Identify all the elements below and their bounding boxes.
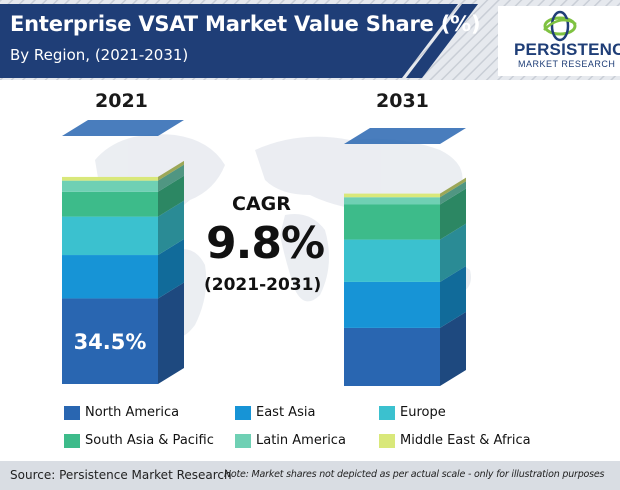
chart-subtitle: By Region, (2021-2031): [10, 46, 189, 64]
bar-front-face: [344, 327, 440, 386]
bar-side-face: [158, 200, 184, 256]
chart-title: Enterprise VSAT Market Value Share (%): [10, 12, 481, 36]
bar-side-face: [440, 181, 466, 205]
bar-front-face: [62, 191, 158, 217]
cagr-label: CAGR: [232, 193, 291, 215]
legend-swatch: [379, 406, 395, 420]
header-title-panel: [0, 4, 458, 78]
bar-side-face: [440, 223, 466, 282]
bar-2031-north-america: [344, 311, 466, 386]
legend-swatch: [64, 406, 80, 420]
legend-label: Europe: [400, 405, 446, 420]
bar-side-face: [440, 177, 466, 198]
bar-side-face: [440, 188, 466, 240]
bar-front-face: [62, 298, 158, 384]
source-text: Source: Persistence Market Research: [10, 468, 232, 482]
legend-label: East Asia: [256, 405, 316, 420]
header-banner: [0, 0, 620, 80]
bar-2021-middle-east-africa: [62, 160, 184, 181]
bar-top-face-2031: [344, 128, 466, 144]
bar-2021-north-america: [62, 282, 184, 384]
footer-bar: Source: Persistence Market Research Note…: [0, 461, 620, 490]
logo-tagline: MARKET RESEARCH: [518, 59, 616, 69]
cagr-value: 9.8%: [206, 218, 325, 269]
legend-label: North America: [85, 405, 180, 420]
bar-side-face: [158, 239, 184, 299]
bar-front-face: [62, 216, 158, 256]
bar-2021-latin-america: [62, 164, 184, 192]
bar-2031-latin-america: [344, 181, 466, 205]
legend-swatch: [379, 434, 395, 448]
bar-front-face: [62, 176, 158, 181]
bar-2021-south-asia-pacific: [62, 175, 184, 217]
legend-label: Middle East & Africa: [400, 433, 531, 448]
bar-front-face: [344, 193, 440, 198]
bar-side-face: [158, 164, 184, 192]
logo-name: PERSISTENCE: [514, 40, 620, 59]
stacked-bar-chart: 34.5%: [62, 120, 471, 386]
bar-side-face: [158, 282, 184, 384]
bar-front-face: [62, 180, 158, 192]
bar-front-face: [344, 204, 440, 240]
bar-front-face: [344, 281, 440, 328]
bar-side-face: [440, 265, 466, 328]
bar-2031-europe: [344, 223, 466, 282]
bar-2021-east-asia: [62, 239, 184, 299]
legend-swatch: [64, 434, 80, 448]
bar-front-face: [62, 255, 158, 299]
legend-label: Latin America: [256, 433, 346, 448]
bar-side-face: [158, 160, 184, 181]
bar-2021-europe: [62, 200, 184, 256]
note-text: Note: Market shares not depicted as per …: [224, 469, 605, 480]
logo-globe-icon: [543, 10, 577, 42]
cagr-period: (2021-2031): [204, 275, 322, 295]
bar-2031-middle-east-africa: [344, 177, 466, 198]
legend-label: South Asia & Pacific: [85, 433, 214, 448]
bar-2031-east-asia: [344, 265, 466, 328]
bar-side-face: [440, 311, 466, 386]
bar-front-face: [344, 197, 440, 205]
legend-swatch: [235, 406, 251, 420]
year-label-2021: 2021: [95, 90, 148, 112]
bar-top-face-2021: [62, 120, 184, 136]
bar-2031-south-asia-pacific: [344, 188, 466, 240]
bar-side-face: [158, 175, 184, 217]
bars-layer: 34.5%: [62, 120, 466, 386]
bar-front-face: [344, 239, 440, 282]
data-label-2021: 34.5%: [74, 330, 147, 354]
header-accent-bar: [406, 4, 478, 78]
legend-swatch: [235, 434, 251, 448]
year-label-2031: 2031: [376, 90, 429, 112]
